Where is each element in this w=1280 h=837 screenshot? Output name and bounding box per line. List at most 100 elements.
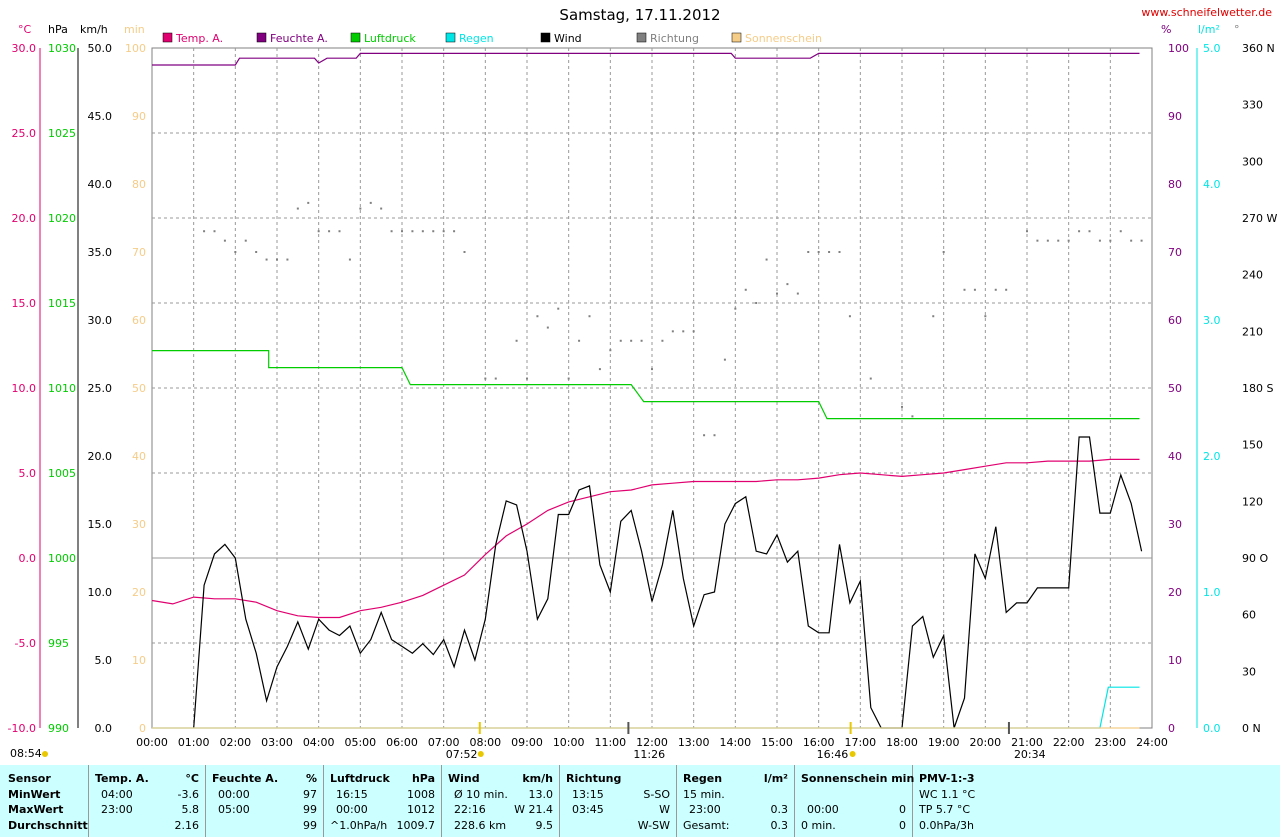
direction-tick-label: 240 [1242, 269, 1263, 282]
site-link[interactable]: www.schneifelwetter.de [1141, 6, 1272, 19]
richtung-point [786, 283, 789, 286]
wind-tick-label: 10.0 [88, 586, 113, 599]
rain-tick-label: 4.0 [1203, 178, 1221, 191]
legend-label: Richtung [650, 32, 699, 45]
chart-legend: Temp. A. Feuchte A. Luftdruck Regen Wind Rich… [162, 32, 822, 45]
rain-tick-label: 3.0 [1203, 314, 1221, 327]
richtung-point [776, 292, 778, 295]
wind-tick-label: 0.0 [95, 722, 113, 735]
richtung-point [838, 251, 841, 253]
rain-tick-label: 5.0 [1203, 42, 1221, 55]
richtung-point [1005, 288, 1008, 291]
legend-label: Temp. A. [175, 32, 223, 45]
sun-tick-label: 100 [125, 42, 146, 55]
richtung-point [328, 230, 331, 233]
richtung-point [348, 258, 351, 261]
legend-swatch [540, 32, 551, 43]
footer-row-label: MinWert [8, 788, 61, 801]
x-tick-label: 16:00 [803, 736, 835, 749]
x-tick-label: 19:00 [928, 736, 960, 749]
richtung-point [1130, 239, 1133, 242]
direction-tick-label: 120 [1242, 495, 1263, 508]
richtung-point [703, 434, 706, 437]
footer-header-richtung: Richtung [566, 772, 622, 785]
chart-title: Samstag, 17.11.2012 [559, 6, 720, 24]
temp-tick-label: 30.0 [12, 42, 37, 55]
richtung-point [578, 339, 581, 342]
footer-header-regen: Regen [683, 772, 723, 785]
footer-time: 13:15 [572, 788, 604, 801]
richtung-point [619, 339, 622, 342]
richtung-point [1088, 230, 1091, 233]
rain-tick-label: 2.0 [1203, 450, 1221, 463]
richtung-point [734, 307, 737, 310]
sunrise-time: 07:52 [446, 748, 478, 761]
humidity-tick-label: 90 [1168, 110, 1182, 123]
richtung-point [723, 358, 726, 361]
wind-axis-unit: km/h [80, 23, 108, 36]
footer-row-label: Durchschnitt [8, 819, 88, 832]
humidity-tick-label: 30 [1168, 518, 1182, 531]
footer-value: WC 1.1 °C [919, 788, 976, 801]
humidity-tick-label: 60 [1168, 314, 1182, 327]
richtung-point [901, 405, 903, 408]
x-tick-label: 13:00 [678, 736, 710, 749]
richtung-point [526, 377, 528, 380]
richtung-point [484, 377, 487, 380]
pressure-tick-label: 990 [48, 722, 69, 735]
footer-time: Ø 10 min. [454, 788, 508, 801]
footer-time: 23:00 [689, 803, 721, 816]
richtung-point [828, 251, 831, 253]
richtung-point [817, 251, 820, 253]
footer-value: W [659, 803, 670, 816]
richtung-point [598, 368, 601, 371]
sun-tick-label: 50 [132, 382, 146, 395]
chart-series [151, 52, 1143, 729]
direction-tick-label: 90 O [1242, 552, 1268, 565]
richtung-point [848, 315, 851, 318]
axis-unit-labels: °C hPa km/h min% l/m² ° [18, 23, 1240, 36]
richtung-point [369, 201, 372, 204]
richtung-point [442, 230, 445, 233]
richtung-point [557, 307, 560, 310]
richtung-point [432, 230, 435, 233]
wind-tick-label: 20.0 [88, 450, 113, 463]
footer-value: 0.0hPa/3h [919, 819, 975, 832]
footer-time: 23:00 [101, 803, 133, 816]
temp-tick-label: -10.0 [8, 722, 36, 735]
richtung-point [640, 339, 643, 342]
richtung-point [276, 258, 278, 261]
direction-tick-label: 330 [1242, 99, 1263, 112]
richtung-point [682, 330, 685, 333]
sun-tick-label: 30 [132, 518, 146, 531]
richtung-point [744, 288, 747, 291]
richtung-point [932, 315, 935, 318]
footer-time: ^1.0hPa/h [330, 819, 388, 832]
richtung-point [661, 339, 664, 342]
x-tick-label: 11:00 [594, 736, 626, 749]
sun-tick-label: 80 [132, 178, 146, 191]
sunset-time: 16:46 [817, 748, 849, 761]
footer-col-sonne: Sonnenschein min 00:00 0 0 min. 0 [795, 765, 914, 837]
footer-unit-luftdruck: hPa [411, 772, 435, 785]
sun-tick-label: 90 [132, 110, 146, 123]
temp-tick-label: 20.0 [12, 212, 37, 225]
richtung-point [338, 230, 341, 233]
footer-time: 15 min. [683, 788, 725, 801]
humidity-tick-label: 20 [1168, 586, 1182, 599]
richtung-point [234, 251, 237, 253]
x-tick-label: 03:00 [261, 736, 293, 749]
sun-tick-label: 20 [132, 586, 146, 599]
richtung-point [755, 302, 758, 304]
sun-axis-unit: min [124, 23, 145, 36]
footer-time: 00:00 [218, 788, 250, 801]
footer-col-wind: Wind km/h Ø 10 min. 13.0 22:16 W 21.4 228.6… [442, 765, 560, 837]
footer-value: 1012 [407, 803, 435, 816]
footer-value: W-SW [637, 819, 670, 832]
footer-header-wind: Wind [448, 772, 480, 785]
footer-time: 03:45 [572, 803, 604, 816]
sun-icon [42, 751, 48, 757]
direction-axis-unit: ° [1234, 23, 1240, 36]
pressure-tick-label: 995 [48, 637, 69, 650]
richtung-point [203, 230, 206, 233]
